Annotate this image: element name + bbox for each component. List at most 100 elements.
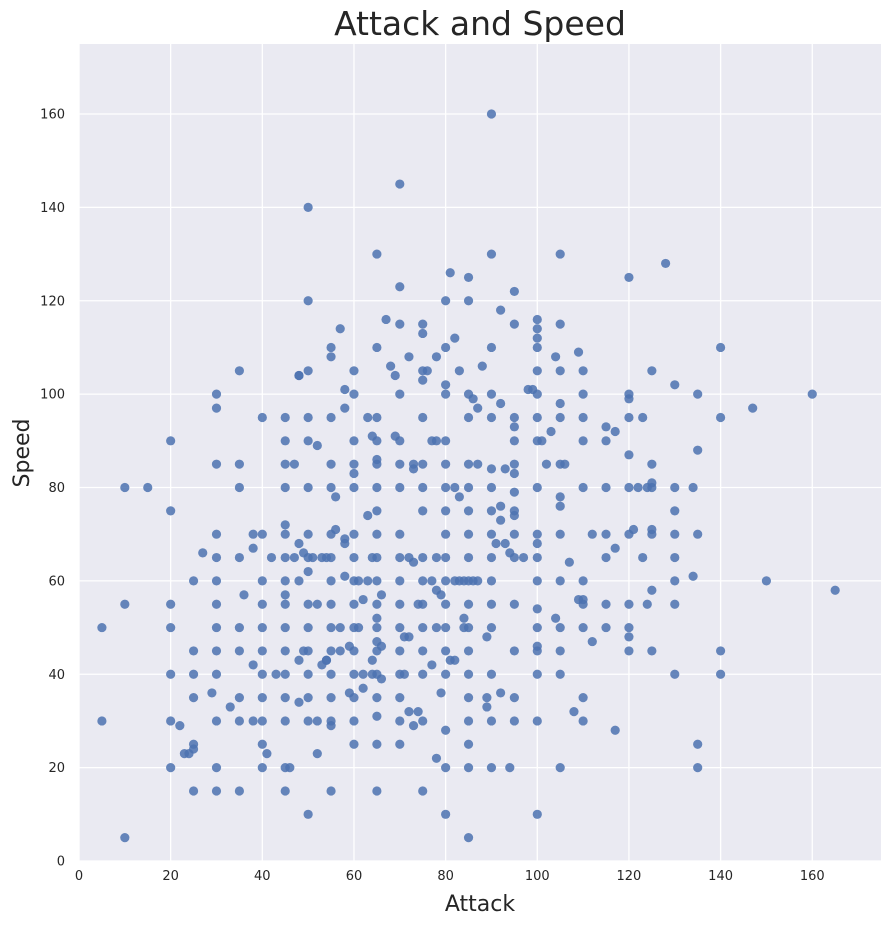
scatter-point	[555, 319, 565, 329]
scatter-point	[624, 272, 634, 283]
scatter-point	[450, 333, 460, 343]
x-tick-label: 20	[162, 869, 179, 884]
scatter-point	[349, 436, 359, 446]
scatter-point	[280, 590, 290, 600]
scatter-point	[587, 529, 597, 539]
scatter-point	[97, 716, 107, 726]
scatter-point	[624, 599, 634, 609]
scatter-point	[441, 599, 451, 609]
scatter-point	[326, 599, 336, 609]
scatter-point	[578, 482, 588, 493]
scatter-point	[418, 576, 428, 586]
scatter-point	[376, 641, 387, 651]
scatter-point	[441, 296, 451, 306]
scatter-point	[285, 763, 295, 773]
scatter-point	[463, 763, 474, 773]
scatter-point	[418, 552, 428, 563]
scatter-point	[624, 394, 634, 404]
scatter-point	[188, 669, 199, 679]
x-axis-title: Attack	[445, 892, 515, 917]
scatter-point	[257, 412, 267, 423]
scatter-point	[312, 716, 322, 726]
scatter-point	[532, 366, 542, 376]
scatter-point	[628, 524, 639, 535]
scatter-point	[349, 366, 359, 376]
scatter-point	[280, 576, 290, 586]
scatter-point	[496, 398, 506, 409]
scatter-point	[418, 482, 428, 493]
scatter-point	[578, 576, 588, 586]
scatter-point	[248, 543, 258, 553]
scatter-point	[463, 272, 474, 283]
scatter-point	[496, 501, 506, 511]
scatter-point	[372, 249, 382, 259]
scatter-point	[211, 552, 222, 563]
scatter-point	[509, 422, 519, 432]
scatter-point	[372, 739, 382, 749]
scatter-point	[642, 599, 652, 609]
scatter-point	[431, 436, 442, 446]
scatter-point	[234, 366, 244, 376]
scatter-point	[486, 576, 497, 586]
scatter-point	[234, 459, 244, 469]
scatter-point	[716, 412, 726, 423]
scatter-point	[468, 394, 478, 404]
scatter-point	[441, 529, 451, 539]
scatter-point	[532, 314, 542, 325]
scatter-point	[486, 482, 497, 493]
y-tick-label: 0	[57, 855, 65, 870]
scatter-point	[807, 389, 817, 399]
scatter-point	[211, 576, 222, 586]
scatter-point	[353, 622, 364, 633]
scatter-point	[372, 506, 382, 516]
scatter-point	[349, 646, 359, 656]
scatter-point	[573, 347, 584, 357]
scatter-point	[349, 459, 359, 469]
scatter-point	[555, 622, 565, 633]
scatter-point	[441, 669, 451, 679]
scatter-point	[486, 763, 497, 773]
scatter-point	[482, 632, 492, 642]
scatter-point	[555, 249, 565, 259]
scatter-point	[372, 693, 382, 703]
scatter-point	[326, 786, 336, 796]
scatter-point	[431, 352, 442, 362]
scatter-point	[486, 342, 497, 353]
scatter-point	[294, 697, 304, 707]
scatter-point	[166, 763, 176, 773]
scatter-point	[372, 711, 382, 721]
scatter-point	[340, 571, 350, 581]
scatter-point	[280, 529, 290, 539]
scatter-point	[509, 510, 519, 521]
scatter-point	[248, 716, 258, 726]
scatter-point	[624, 622, 634, 633]
scatter-point	[175, 721, 185, 731]
scatter-point	[211, 622, 222, 633]
scatter-point	[312, 749, 322, 759]
scatter-point	[532, 646, 542, 656]
scatter-point	[303, 529, 313, 539]
scatter-point	[509, 459, 519, 469]
scatter-point	[280, 482, 290, 493]
scatter-point	[463, 716, 474, 726]
y-tick-label: 20	[48, 761, 65, 776]
scatter-point	[427, 660, 437, 670]
scatter-point	[473, 459, 483, 469]
scatter-point	[395, 529, 405, 539]
scatter-point	[280, 599, 290, 609]
scatter-point	[381, 314, 391, 325]
scatter-point	[670, 506, 680, 516]
scatter-point	[363, 510, 373, 521]
scatter-point	[463, 646, 474, 656]
scatter-point	[578, 716, 588, 726]
chart-title: Attack and Speed	[334, 4, 626, 43]
scatter-point	[486, 506, 497, 516]
y-tick-label: 140	[40, 201, 65, 216]
scatter-point	[624, 646, 634, 656]
scatter-point	[376, 674, 387, 684]
scatter-point	[312, 440, 322, 451]
scatter-point	[532, 538, 542, 549]
scatter-point	[482, 702, 492, 712]
scatter-point	[624, 412, 634, 423]
scatter-point	[463, 459, 474, 469]
